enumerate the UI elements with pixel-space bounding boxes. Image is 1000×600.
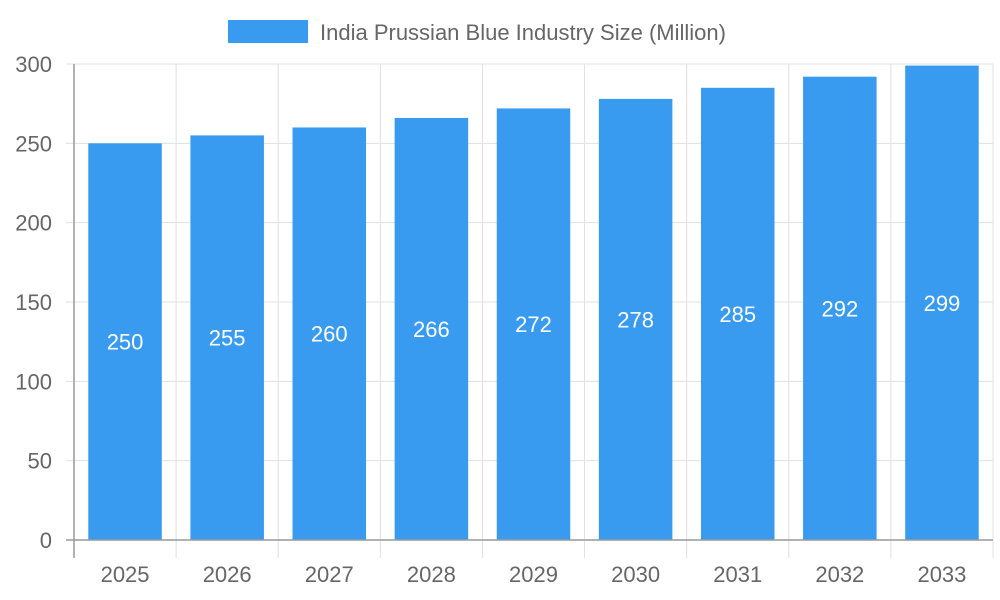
legend-label: India Prussian Blue Industry Size (Milli… (320, 20, 726, 45)
x-tick-label: 2027 (305, 562, 354, 587)
y-tick-label: 200 (15, 211, 52, 236)
bar (190, 135, 264, 540)
y-tick-label: 150 (15, 290, 52, 315)
bars: 250 255 260 266 272 278 285 292 299 (88, 65, 979, 541)
data-label: 260 (311, 322, 348, 347)
y-tick-label: 250 (15, 131, 52, 156)
data-label: 250 (107, 330, 144, 355)
x-tick-label: 2029 (509, 562, 558, 587)
bar (394, 117, 469, 541)
y-tick-label: 0 (40, 528, 52, 553)
data-label: 272 (515, 312, 552, 337)
axes: 0 50 100 150 200 250 300 2025 2026 2027 2028 2029 20… (15, 52, 993, 587)
bar (905, 65, 979, 540)
x-tick-label: 2025 (101, 562, 150, 587)
bar (88, 143, 162, 541)
data-label: 292 (821, 296, 858, 321)
bar (803, 76, 877, 541)
data-label: 278 (617, 307, 654, 332)
x-tick-label: 2031 (713, 562, 762, 587)
x-tick-label: 2030 (611, 562, 660, 587)
bar (496, 108, 571, 540)
data-label: 266 (413, 317, 450, 342)
x-tick-label: 2026 (203, 562, 252, 587)
bar (700, 87, 775, 541)
bar (598, 98, 673, 540)
x-tick-label: 2032 (815, 562, 864, 587)
data-label: 255 (209, 326, 246, 351)
x-tick-label: 2033 (917, 562, 966, 587)
y-tick-label: 50 (28, 449, 52, 474)
data-label: 285 (719, 302, 756, 327)
y-tick-label: 300 (15, 52, 52, 77)
data-label: 299 (924, 291, 961, 316)
bar (292, 127, 367, 540)
y-tick-label: 100 (15, 369, 52, 394)
legend[interactable]: India Prussian Blue Industry Size (Milli… (228, 20, 726, 45)
legend-swatch (228, 20, 308, 43)
x-tick-label: 2028 (407, 562, 456, 587)
